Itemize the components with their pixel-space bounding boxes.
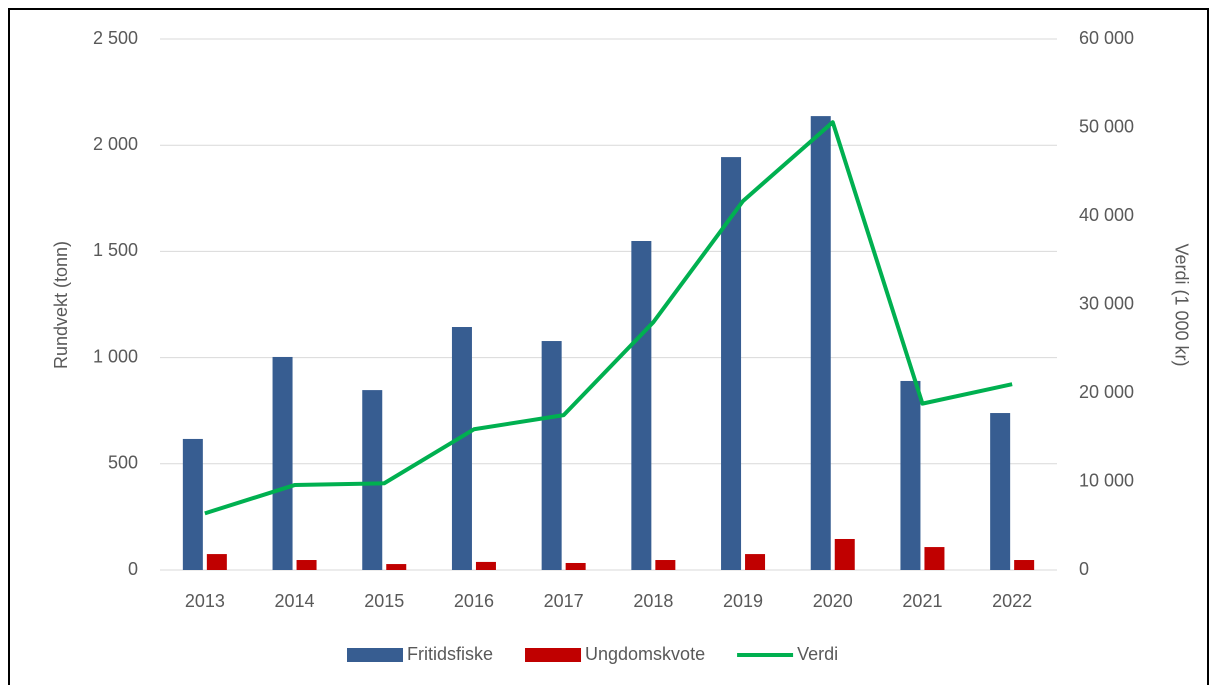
bar <box>900 380 921 570</box>
y2-tick-label: 50 000 <box>1079 116 1134 136</box>
bar <box>206 554 227 570</box>
x-tick-label: 2013 <box>185 591 225 611</box>
bar <box>810 116 831 570</box>
bar <box>721 157 742 570</box>
bar <box>296 560 317 570</box>
x-tick-label: 2022 <box>992 591 1032 611</box>
legend-label: Verdi <box>797 644 838 664</box>
bar <box>272 356 293 570</box>
bar <box>565 562 586 570</box>
bar <box>362 390 383 570</box>
x-tick-label: 2015 <box>364 591 404 611</box>
y-tick-label: 0 <box>128 559 138 579</box>
x-tick-label: 2019 <box>723 591 763 611</box>
y2-tick-label: 10 000 <box>1079 470 1134 490</box>
bar <box>745 554 766 570</box>
chart-border <box>8 8 1209 685</box>
bar <box>834 538 855 570</box>
y2-axis-title: Verdi (1 000 kr) <box>1171 243 1191 366</box>
legend-swatch <box>525 648 582 662</box>
bar <box>451 327 472 570</box>
y-tick-label: 1 500 <box>93 240 138 260</box>
legend-label: Ungdomskvote <box>585 644 705 664</box>
bar <box>924 547 945 570</box>
bar <box>541 341 562 570</box>
y2-tick-label: 0 <box>1079 559 1089 579</box>
y2-tick-label: 40 000 <box>1079 205 1134 225</box>
x-tick-label: 2014 <box>275 591 315 611</box>
x-tick-label: 2021 <box>902 591 942 611</box>
y-tick-label: 2 000 <box>93 134 138 154</box>
y-tick-label: 500 <box>108 453 138 473</box>
y-tick-label: 1 000 <box>93 346 138 366</box>
bar <box>631 240 652 570</box>
bar <box>1014 560 1035 570</box>
legend-label: Fritidsfiske <box>407 644 493 664</box>
x-tick-label: 2016 <box>454 591 494 611</box>
y-axis-title: Rundvekt (tonn) <box>51 241 71 369</box>
y2-tick-label: 60 000 <box>1079 28 1134 48</box>
y-tick-label: 2 500 <box>93 28 138 48</box>
bar <box>655 560 676 570</box>
bar <box>475 561 496 570</box>
legend-swatch <box>347 648 403 662</box>
y2-tick-label: 30 000 <box>1079 293 1134 313</box>
bar <box>182 438 203 570</box>
y2-tick-label: 20 000 <box>1079 382 1134 402</box>
x-tick-label: 2017 <box>544 591 584 611</box>
x-tick-label: 2018 <box>633 591 673 611</box>
bar <box>386 564 407 570</box>
x-tick-label: 2020 <box>813 591 853 611</box>
line <box>204 120 1013 516</box>
bar <box>990 413 1011 570</box>
